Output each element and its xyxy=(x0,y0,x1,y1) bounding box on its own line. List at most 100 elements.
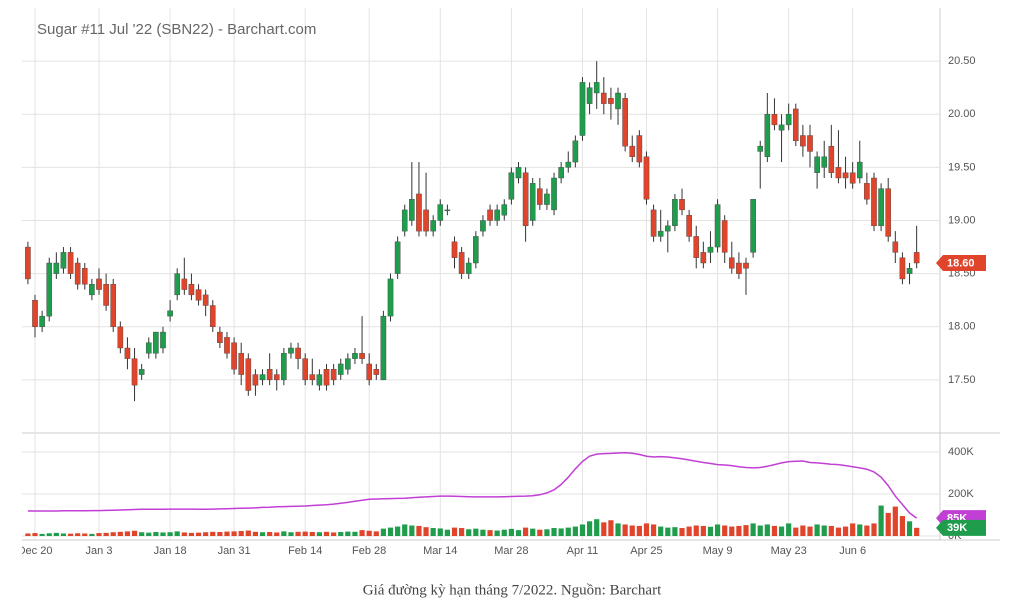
volume-bar xyxy=(409,525,415,537)
volume-tag-text: 39K xyxy=(947,522,967,534)
candle-body xyxy=(736,262,742,274)
volume-bar xyxy=(650,524,657,537)
volume-bar xyxy=(302,531,308,537)
volume-bar xyxy=(387,527,394,537)
candle-body xyxy=(352,353,358,359)
candle-body xyxy=(124,347,131,359)
candle-body xyxy=(245,358,252,391)
y-tick-label: 20.00 xyxy=(948,108,976,120)
volume-bar xyxy=(338,532,344,537)
candle-body xyxy=(145,342,152,354)
candle-body xyxy=(856,161,863,179)
volume-bar xyxy=(601,522,607,537)
labels: 17.5018.0018.5019.0019.5020.0020.500K200… xyxy=(936,55,986,542)
candle-body xyxy=(672,199,678,227)
candle-body xyxy=(174,273,181,296)
chart-title: Sugar #11 Jul '22 (SBN22) - Barchart.com xyxy=(37,21,316,38)
candle-body xyxy=(714,204,721,248)
candle-body xyxy=(515,167,522,179)
candle-body xyxy=(103,284,109,306)
candle-body xyxy=(529,183,536,221)
last-price-tag: 18.60 xyxy=(936,255,986,271)
candle-body xyxy=(366,363,372,381)
candle-body xyxy=(153,331,159,354)
candle-body xyxy=(195,289,202,301)
x-tick-label: Jun 6 xyxy=(839,545,866,557)
volume-bar xyxy=(594,519,600,537)
volume-bar xyxy=(309,532,315,537)
candle-body xyxy=(316,374,323,386)
candle-body xyxy=(409,199,415,221)
volume-bar xyxy=(857,524,863,537)
candle-body xyxy=(643,156,650,200)
volume-bar xyxy=(693,525,699,537)
volume-bar xyxy=(722,525,728,537)
volume-bar xyxy=(210,531,216,537)
volume-bar xyxy=(89,533,95,537)
volume-bar xyxy=(508,528,514,537)
volume-bar xyxy=(764,524,770,537)
volume-bar xyxy=(892,506,898,537)
volume-bar xyxy=(572,526,578,537)
volume-bar xyxy=(814,524,820,537)
volume-bar xyxy=(181,532,187,537)
candle-body xyxy=(394,241,401,274)
volume-tag-box xyxy=(936,519,986,536)
volume-bar xyxy=(267,532,273,537)
volume-bar xyxy=(523,527,529,537)
volume-bar xyxy=(828,525,834,537)
candle-body xyxy=(657,230,664,237)
volume-bar xyxy=(537,529,543,537)
x-tick-label: Jan 31 xyxy=(218,545,251,557)
volume-bar xyxy=(793,527,799,537)
volume-bar xyxy=(46,533,52,537)
volume-bar xyxy=(402,524,408,537)
volume-bar xyxy=(615,523,621,537)
volume-bar xyxy=(96,533,102,537)
candle-body xyxy=(323,369,330,386)
candle-body xyxy=(579,82,586,136)
candle-body xyxy=(217,331,223,343)
candle-body xyxy=(792,108,799,142)
volume-bar xyxy=(501,529,507,537)
volume-tick-label: 400K xyxy=(948,446,974,458)
candle-body xyxy=(878,188,884,227)
volume-bar xyxy=(345,531,351,537)
candle-body xyxy=(508,172,515,200)
caption: Giá đường kỳ hạn tháng 7/2022. Nguồn: Ba… xyxy=(363,582,662,598)
volume-bar xyxy=(871,523,877,537)
candle-body xyxy=(480,220,486,232)
candle-body xyxy=(899,257,906,280)
volume-bar xyxy=(331,532,337,537)
volume-bar xyxy=(295,531,301,537)
candle-body xyxy=(451,241,458,258)
volume-bar xyxy=(480,529,486,537)
candle-body xyxy=(615,92,621,110)
volume-bar xyxy=(835,527,842,537)
volume-bar xyxy=(473,528,479,537)
volume-bar xyxy=(658,526,664,537)
candle-body xyxy=(138,369,145,375)
y-tick-label: 18.00 xyxy=(948,321,976,333)
volume-bar xyxy=(714,524,721,537)
candle-body xyxy=(885,188,892,237)
volume-bar xyxy=(316,532,323,537)
volume-bar xyxy=(366,530,372,537)
volume-bar xyxy=(786,523,792,537)
candle-body xyxy=(778,124,785,131)
candle-body xyxy=(686,214,692,237)
candle-body xyxy=(416,193,422,232)
volume-bar xyxy=(686,526,692,537)
y-tick-label: 20.50 xyxy=(948,55,976,67)
volume-bar xyxy=(423,527,429,537)
volume-bar xyxy=(906,521,913,537)
volume-bar xyxy=(160,532,166,537)
candle-body xyxy=(906,268,913,274)
volume-bar xyxy=(103,532,109,537)
candle-body xyxy=(188,284,195,296)
volume-bar xyxy=(167,532,173,537)
candle-body xyxy=(423,209,429,232)
volume-bar xyxy=(60,533,67,537)
volume-bar xyxy=(380,528,386,537)
candle-body xyxy=(25,246,31,280)
